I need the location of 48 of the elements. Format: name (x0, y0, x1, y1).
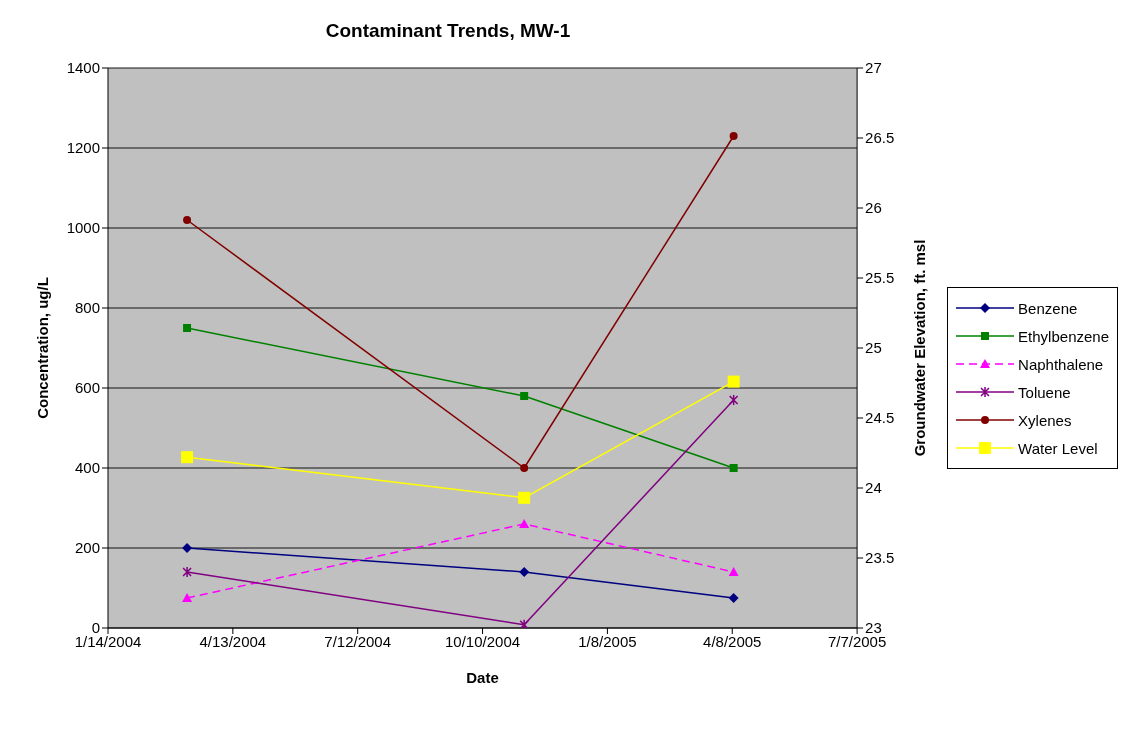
point (182, 593, 193, 602)
y-tick-label: 400 (74, 459, 100, 477)
legend-label: Toluene (1018, 383, 1071, 401)
point (519, 519, 530, 528)
chart-title: Contaminant Trends, MW-1 (324, 20, 572, 42)
point (519, 619, 529, 628)
point (182, 566, 192, 578)
y2-tick-label: 27 (865, 59, 882, 77)
legend-label: Water Level (1018, 439, 1098, 457)
y-tick-label: 1000 (66, 219, 100, 237)
point (727, 375, 740, 388)
y-tick-label: 600 (74, 379, 100, 397)
legend-label: Benzene (1018, 299, 1078, 317)
point (182, 543, 193, 553)
point (183, 324, 192, 332)
point (520, 464, 529, 472)
point (729, 132, 738, 140)
y-tick-label: 1400 (66, 59, 100, 77)
point (728, 593, 739, 603)
y2-tick-label: 23.5 (865, 549, 895, 567)
y-axis-title: Concentration, ug/L (34, 277, 52, 419)
y2-tick-label: 24.5 (865, 409, 895, 427)
y2-tick-label: 24 (865, 479, 882, 497)
y-tick-label: 200 (74, 539, 100, 557)
y2-tick-label: 25 (865, 339, 882, 357)
y-tick-label: 800 (74, 299, 100, 317)
legend-label: Ethylbenzene (1018, 327, 1109, 345)
point (183, 216, 192, 224)
x-tick-label: 7/12/2004 (324, 632, 392, 650)
y-tick-label: 1200 (66, 139, 100, 157)
point (728, 567, 739, 576)
point (520, 392, 529, 400)
y2-tick-label: 25.5 (865, 269, 895, 287)
point (728, 394, 739, 406)
y2-tick-label: 26.5 (865, 129, 895, 147)
point (518, 491, 531, 504)
x-tick-label: 10/10/2004 (445, 632, 521, 650)
y2-axis-title: Groundwater Elevation, ft. msl (911, 239, 929, 457)
point (519, 567, 530, 577)
x-tick-label: 4/13/2004 (199, 632, 267, 650)
point (181, 451, 194, 464)
legend-label: Naphthalene (1018, 355, 1104, 373)
x-tick-label: 4/8/2005 (703, 632, 762, 650)
x-tick-label: 1/8/2005 (578, 632, 637, 650)
point (729, 464, 738, 472)
legend-label: Xylenes (1018, 411, 1072, 429)
y2-tick-label: 26 (865, 199, 882, 217)
x-axis-title: Date (466, 669, 499, 686)
